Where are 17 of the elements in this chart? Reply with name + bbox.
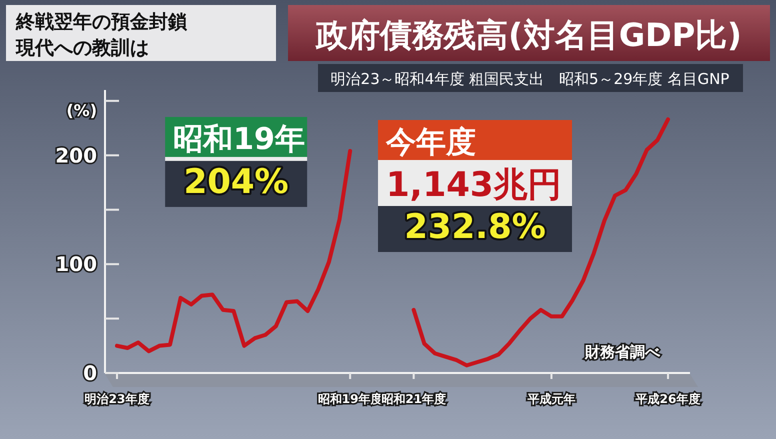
y-tick-label: 0: [83, 361, 97, 385]
x-tick-label: 平成26年度: [634, 392, 700, 406]
text: 現代への教訓は: [15, 37, 149, 59]
x-tick-label: 昭和19年度: [318, 392, 382, 406]
annotation: 今年度 1,143兆円 232.8%: [385, 125, 562, 247]
chart-subtitle: 明治23～昭和4年度 粗国民支出 昭和5～29年度 名目GNP: [330, 70, 730, 88]
y-axis-title: (%): [66, 101, 97, 120]
y-tick-label: 100: [55, 252, 97, 276]
x-tick-label: 明治23年度: [84, 392, 150, 406]
text: 終戦翌年の預金封鎖: [15, 11, 188, 33]
y-tick-label: 200: [55, 143, 97, 168]
x-tick-label: 昭和21年度: [381, 392, 446, 406]
annotation: 財務省調べ: [584, 343, 661, 361]
picture-callout-box: 今年度 1,143兆円 232.8%: [378, 120, 572, 252]
annotation: 昭和19年 204%: [173, 122, 305, 202]
x-tick-label: 平成元年: [526, 392, 576, 406]
chart-title: 政府債務残高(対名目GDP比): [315, 16, 742, 54]
